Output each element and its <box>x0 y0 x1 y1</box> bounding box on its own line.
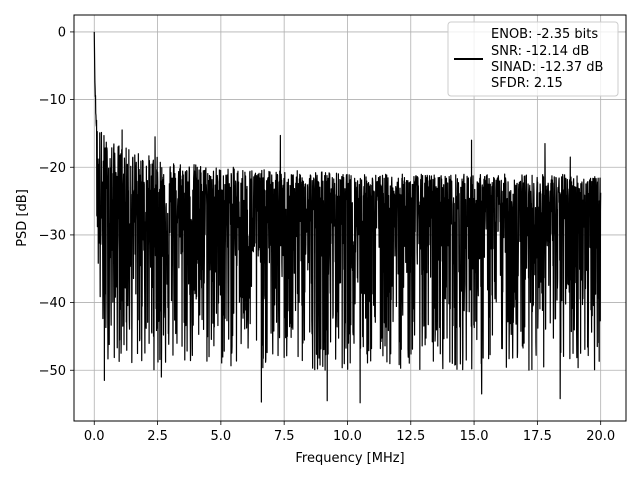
legend-entry-sinad: SINAD: -12.37 dB <box>491 60 603 75</box>
legend-entry-enob: ENOB: -2.35 bits <box>491 27 598 42</box>
y-tick-label: −10 <box>39 93 66 108</box>
x-tick-label: 2.5 <box>147 429 168 444</box>
x-tick-label: 17.5 <box>523 429 552 444</box>
x-axis-ticks: 0.0 2.5 5.0 7.5 10.0 12.5 15.0 17.5 20.0 <box>84 421 615 444</box>
legend-entry-snr: SNR: -12.14 dB <box>491 44 589 59</box>
plot-frame <box>73 14 627 422</box>
x-tick-label: 0.0 <box>84 429 105 444</box>
x-tick-label: 12.5 <box>396 429 425 444</box>
y-axis-label: PSD [dB] <box>15 189 30 247</box>
x-axis-label: Frequency [MHz] <box>295 451 404 466</box>
x-tick-label: 10.0 <box>333 429 362 444</box>
legend-entry-sfdr: SFDR: 2.15 <box>491 76 563 91</box>
legend-box <box>447 21 619 97</box>
x-tick-label: 5.0 <box>211 429 232 444</box>
y-tick-label: −20 <box>39 161 66 176</box>
y-tick-label: −30 <box>39 228 66 243</box>
x-tick-label: 20.0 <box>586 429 615 444</box>
y-tick-label: −40 <box>39 296 66 311</box>
psd-series-line <box>93 31 602 404</box>
y-axis-ticks: 0 −10 −20 −30 −40 −50 <box>39 25 74 379</box>
y-tick-label: −50 <box>39 364 66 379</box>
x-tick-label: 15.0 <box>460 429 489 444</box>
x-tick-label: 7.5 <box>274 429 295 444</box>
psd-trace <box>93 31 602 404</box>
y-tick-label: 0 <box>58 25 66 40</box>
legend: ENOB: -2.35 bits SNR: -12.14 dB SINAD: -… <box>447 21 619 97</box>
